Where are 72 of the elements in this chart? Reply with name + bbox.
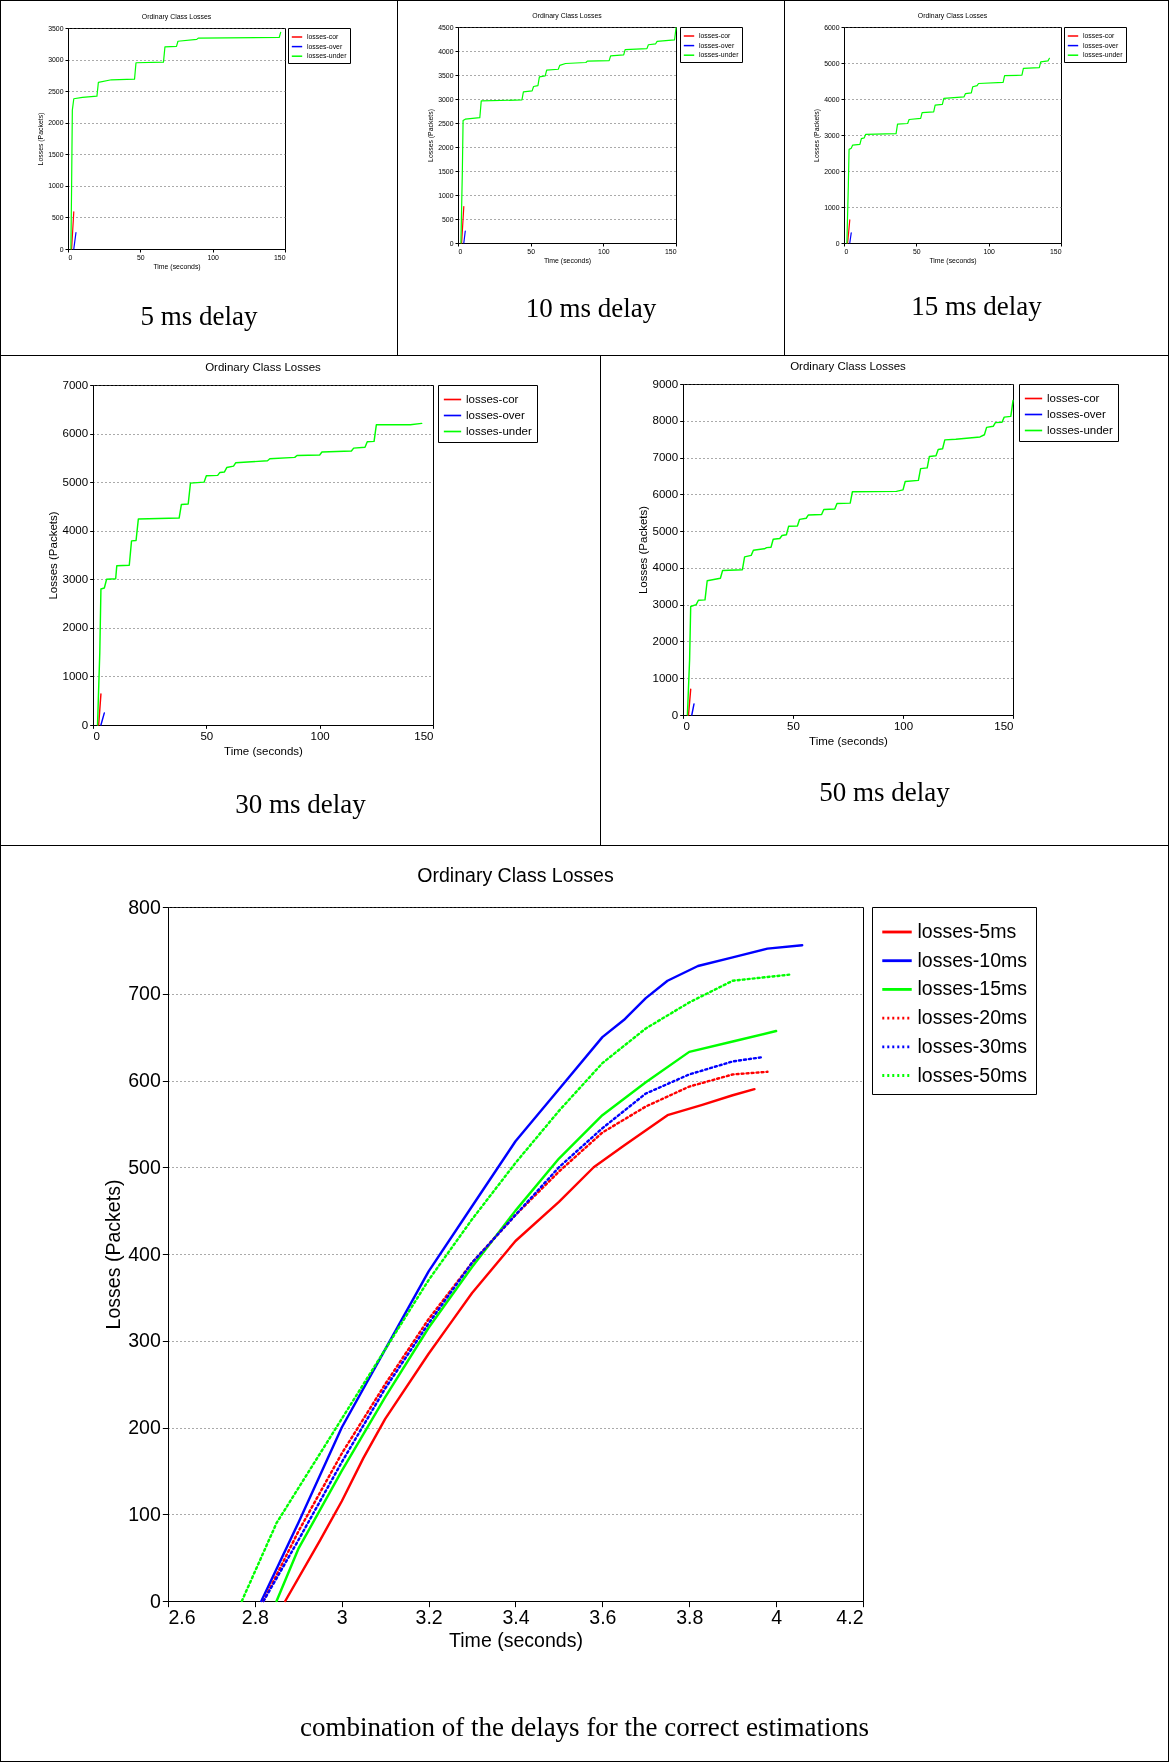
x-tick-label: 2.6 bbox=[168, 1606, 196, 1629]
y-tick-label: 700 bbox=[128, 982, 161, 1005]
x-axis-title: Time (seconds) bbox=[224, 745, 304, 758]
x-tick-label: 3.8 bbox=[676, 1606, 704, 1629]
x-tick-label: 4.2 bbox=[836, 1606, 864, 1629]
y-tick-label: 3000 bbox=[62, 572, 89, 585]
x-axis-title: Time (seconds) bbox=[449, 1628, 583, 1651]
x-tick-label: 150 bbox=[414, 729, 434, 742]
y-tick-label: 0 bbox=[671, 708, 679, 721]
legend-label: losses-5ms bbox=[917, 920, 1017, 942]
x-tick-label: 150 bbox=[994, 719, 1014, 732]
chart-title: Ordinary Class Losses bbox=[790, 359, 907, 372]
y-tick-label: 200 bbox=[128, 1416, 161, 1438]
x-tick-label: 3.6 bbox=[589, 1606, 617, 1629]
x-tick-label: 50 bbox=[200, 729, 214, 742]
legend-label: losses-cor bbox=[1047, 391, 1100, 404]
y-tick-label: 8000 bbox=[652, 414, 679, 427]
y-tick-label: 800 bbox=[128, 895, 161, 918]
text: 50 ms delay bbox=[818, 777, 951, 808]
y-tick-label: 500 bbox=[128, 1155, 161, 1178]
y-tick-label: 1000 bbox=[652, 671, 679, 684]
y-tick-label: 2000 bbox=[62, 621, 89, 634]
legend-label: losses-20ms bbox=[917, 1006, 1028, 1029]
x-tick-label: 4 bbox=[771, 1606, 783, 1629]
chart-title: Ordinary Class Losses bbox=[417, 864, 614, 887]
y-tick-label: 5000 bbox=[62, 475, 89, 488]
chart-title: Ordinary Class Losses bbox=[205, 360, 322, 373]
text: combination of the delays for the correct estimations bbox=[298, 1712, 871, 1743]
line-series bbox=[96, 422, 423, 726]
x-tick-label: 3 bbox=[336, 1606, 348, 1629]
y-tick-label: 300 bbox=[128, 1329, 161, 1352]
legend-label: losses-30ms bbox=[917, 1034, 1028, 1057]
y-axis-title: Losses (Packets) bbox=[636, 505, 649, 595]
text: 5 ms delay bbox=[139, 301, 259, 332]
x-tick-label: 100 bbox=[310, 729, 330, 742]
legend-label: losses-cor bbox=[466, 392, 519, 405]
y-tick-label: 100 bbox=[128, 1502, 161, 1525]
legend-label: losses-over bbox=[466, 408, 525, 421]
y-tick-label: 4000 bbox=[62, 524, 89, 537]
y-tick-label: 6000 bbox=[652, 487, 679, 500]
x-tick-label: 3.4 bbox=[502, 1606, 530, 1629]
line-series bbox=[846, 57, 1051, 244]
y-tick-label: 5000 bbox=[652, 524, 679, 537]
y-tick-label: 0 bbox=[149, 1589, 161, 1612]
y-tick-label: 400 bbox=[128, 1242, 161, 1265]
legend-label: losses-50ms bbox=[917, 1063, 1028, 1086]
x-axis-title: Time (seconds) bbox=[809, 735, 889, 748]
legend-label: losses-10ms bbox=[917, 948, 1028, 971]
y-tick-label: 9000 bbox=[652, 377, 679, 390]
y-tick-label: 600 bbox=[128, 1069, 161, 1091]
y-tick-label: 2000 bbox=[652, 634, 679, 647]
y-axis-title: Losses (Packets) bbox=[102, 1179, 125, 1330]
legend-label: losses-under bbox=[1047, 423, 1114, 436]
text: 30 ms delay bbox=[234, 789, 367, 820]
text: 10 ms delay bbox=[524, 293, 658, 324]
y-tick-label: 3000 bbox=[652, 598, 679, 611]
text: 15 ms delay bbox=[910, 291, 1043, 322]
x-tick-label: 100 bbox=[893, 719, 914, 732]
x-tick-label: 2.8 bbox=[241, 1606, 270, 1629]
y-tick-label: 4000 bbox=[652, 561, 679, 574]
x-tick-label: 0 bbox=[93, 729, 100, 742]
x-tick-label: 0 bbox=[683, 719, 690, 732]
x-tick-label: 50 bbox=[787, 719, 800, 732]
y-axis-title: Losses (Packets) bbox=[46, 511, 59, 600]
y-tick-label: 6000 bbox=[62, 427, 89, 440]
y-tick-label: 7000 bbox=[652, 451, 679, 464]
legend-label: losses-under bbox=[466, 424, 533, 437]
y-tick-label: 1000 bbox=[62, 669, 89, 682]
x-tick-label: 3.2 bbox=[415, 1606, 443, 1629]
y-tick-label: 7000 bbox=[62, 378, 89, 391]
legend-label: losses-over bbox=[1047, 407, 1106, 420]
legend-label: losses-15ms bbox=[917, 977, 1028, 1000]
